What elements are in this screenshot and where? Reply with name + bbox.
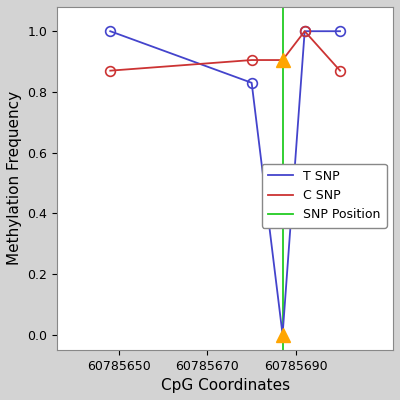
X-axis label: CpG Coordinates: CpG Coordinates <box>160 378 290 393</box>
Legend: T SNP, C SNP, SNP Position: T SNP, C SNP, SNP Position <box>262 164 387 228</box>
Y-axis label: Methylation Frequency: Methylation Frequency <box>7 91 22 266</box>
